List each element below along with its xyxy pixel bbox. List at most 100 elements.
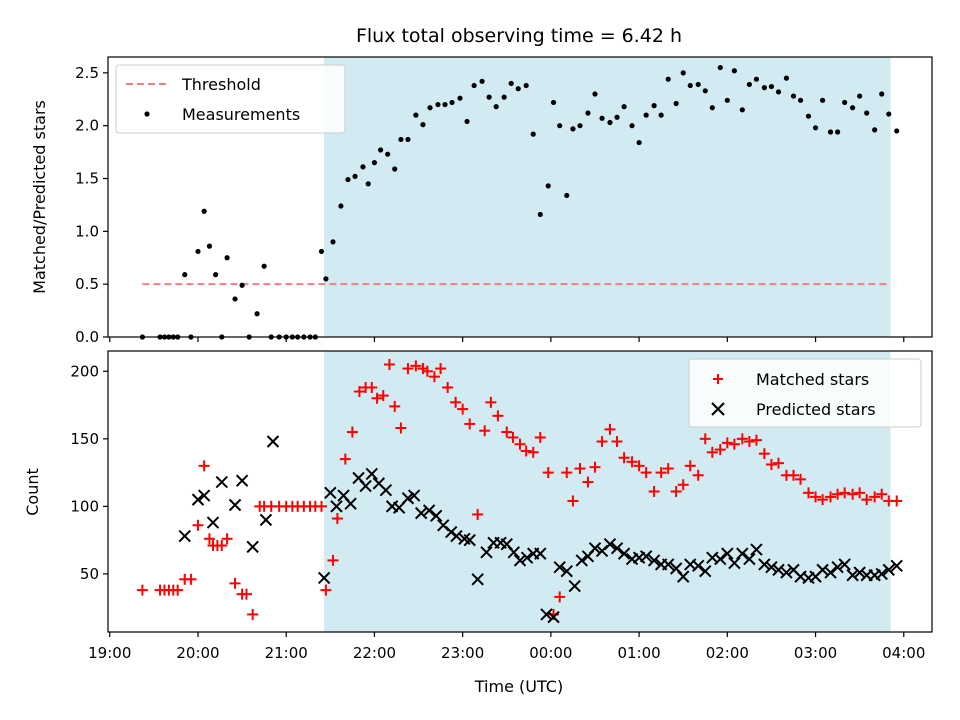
matched-star-point [582, 476, 594, 488]
predicted-star-point [178, 529, 191, 543]
legend-predicted-swatch [711, 402, 725, 416]
measurement-point [857, 93, 863, 99]
top-y-tick-label: 2.5 [75, 64, 99, 82]
matched-star-point [247, 608, 259, 620]
predicted-star-point [780, 566, 793, 579]
predicted-star-point [480, 546, 493, 559]
matched-star-point [542, 467, 554, 479]
measurement-point [783, 75, 790, 81]
matched-star-point [395, 422, 407, 434]
bottom-x-tick-label: 00:00 [529, 644, 572, 662]
predicted-star-point [344, 497, 357, 510]
measurement-point [607, 119, 613, 126]
bottom-x-axis-label: Time (UTC) [474, 677, 563, 696]
predicted-star-point [513, 554, 527, 567]
matched-star-point [402, 363, 414, 375]
measurement-point [427, 105, 433, 111]
matched-star-point [198, 460, 210, 472]
top-y-axis: 0.0 0.5 1.0 1.5 2.0 2.5 [75, 64, 108, 346]
matched-star-point [876, 488, 888, 500]
matched-star-point [492, 410, 504, 422]
bottom-y-axis: 50 100 150 200 [70, 362, 108, 583]
measurement-point [651, 103, 657, 109]
matched-star-point [464, 418, 476, 430]
measurement-point [213, 272, 219, 278]
matched-star-point [736, 433, 748, 445]
matched-star-point [648, 486, 660, 497]
predicted-star-point [197, 489, 211, 502]
matched-star-point [684, 460, 696, 472]
predicted-star-point [588, 542, 602, 555]
measurement-point [398, 136, 404, 143]
measurement-point [378, 147, 384, 153]
measurement-point [564, 192, 570, 199]
top-y-tick-label: 0.5 [75, 275, 99, 293]
measurement-point [585, 110, 591, 116]
matched-star-point [817, 494, 829, 506]
measurement-point [746, 81, 752, 88]
measurement-point [330, 239, 336, 245]
predicted-star-point [617, 547, 631, 560]
bottom-x-tick-label: 19:00 [88, 644, 131, 662]
bottom-x-tick-label: 20:00 [176, 644, 219, 662]
top-legend-box [115, 64, 346, 134]
measurement-point [201, 208, 207, 214]
measurement-point [295, 334, 301, 340]
predicted-star-point [560, 564, 573, 578]
measurement-point [812, 125, 819, 131]
matched-star-point [315, 500, 327, 512]
matched-star-point [706, 446, 718, 458]
measurement-point [254, 311, 260, 317]
measurement-point [360, 164, 366, 170]
predicted-star-point [603, 537, 617, 551]
matched-star-point [229, 577, 241, 589]
matched-star-point [346, 426, 358, 438]
measurement-point [687, 82, 693, 89]
measurement-point [592, 91, 598, 97]
top-shaded-span [324, 57, 891, 337]
matched-star-point [758, 448, 770, 460]
measurement-point [753, 76, 760, 82]
measurement-point [515, 86, 521, 92]
predicted-star-point [575, 554, 588, 567]
measurement-point [545, 183, 551, 189]
matched-star-point [353, 386, 365, 398]
chart-title: Flux total observing time = 6.42 h [356, 25, 682, 47]
measurement-point [820, 97, 826, 103]
bottom-legend: Matched stars Predicted stars [688, 358, 922, 428]
measurement-point [365, 181, 371, 187]
matched-star-point [787, 469, 799, 481]
matched-star-point [520, 445, 532, 457]
bottom-x-tick-label: 02:00 [706, 644, 749, 662]
measurement-point [768, 83, 775, 90]
bottom-legend-box [688, 358, 922, 428]
matched-star-point [869, 491, 881, 503]
measurement-point [537, 211, 543, 218]
measurement-point [550, 99, 557, 106]
measurement-point [166, 334, 172, 340]
matched-star-point [743, 436, 755, 448]
legend-measurements-swatch [144, 111, 150, 117]
measurement-point [599, 115, 605, 121]
predicted-star-point [750, 543, 763, 556]
measurement-point [731, 68, 737, 74]
matched-star-point [366, 381, 378, 393]
legend-matched-label: Matched stars [756, 370, 869, 389]
matched-star-point [772, 457, 784, 469]
measurement-point [629, 123, 635, 129]
top-y-tick-label: 2.0 [75, 117, 99, 135]
matched-star-point [472, 508, 484, 520]
measurement-point [486, 94, 492, 100]
bottom-x-tick-label: 01:00 [617, 644, 660, 662]
measurement-point [345, 176, 351, 183]
predicted-star-point [890, 559, 903, 573]
matched-star-point [383, 359, 395, 371]
measurement-point [392, 166, 398, 172]
matched-star-point [604, 423, 616, 435]
measurement-point [195, 248, 201, 255]
measurement-point [471, 82, 477, 89]
bottom-x-tick-label: 03:00 [794, 644, 837, 662]
matched-star-point [507, 431, 519, 443]
predicted-star-point [639, 550, 653, 563]
